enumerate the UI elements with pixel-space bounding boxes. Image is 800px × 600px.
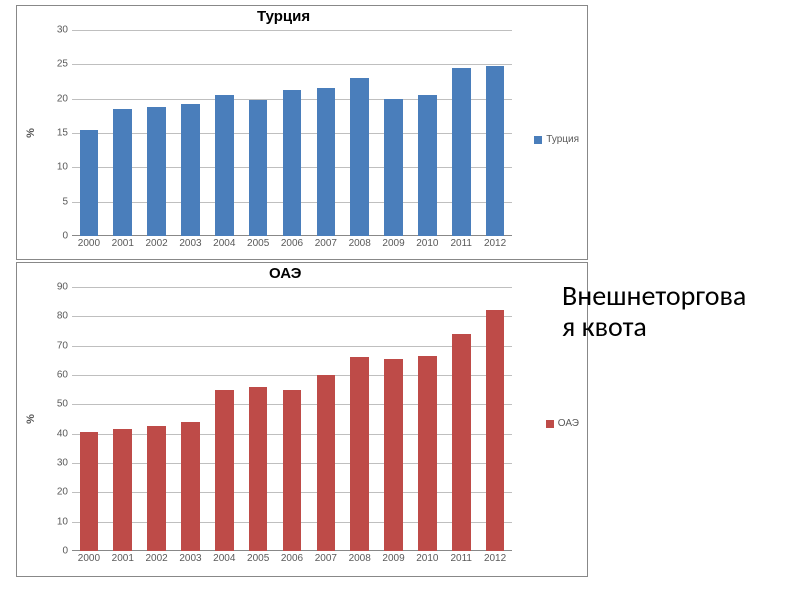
y-tick-label: 30 [57, 25, 68, 36]
y-tick-label: 80 [57, 311, 68, 322]
x-tick-label: 2009 [382, 238, 404, 249]
x-tick-label: 2003 [179, 238, 201, 249]
grid-line [72, 375, 512, 376]
y-tick-label: 0 [62, 546, 68, 557]
x-tick-label: 2007 [315, 553, 337, 564]
bar [181, 422, 200, 551]
grid-line [72, 346, 512, 347]
x-tick-label: 2001 [112, 553, 134, 564]
x-tick-label: 2000 [78, 553, 100, 564]
x-tick-label: 2011 [450, 238, 472, 249]
x-tick-label: 2007 [315, 238, 337, 249]
bar [80, 432, 99, 551]
legend-swatch-turkey [534, 136, 542, 144]
y-tick-label: 0 [62, 231, 68, 242]
bar [418, 356, 437, 551]
chart-uae: ОАЭ % 0102030405060708090200020012002200… [16, 262, 588, 577]
bar [486, 66, 505, 236]
legend-swatch-uae [546, 420, 554, 428]
x-tick-label: 2008 [349, 238, 371, 249]
legend-uae: ОАЭ [546, 418, 579, 429]
grid-line [72, 316, 512, 317]
bar [113, 429, 132, 551]
bar [418, 95, 437, 236]
bar [147, 107, 166, 236]
x-tick-label: 2005 [247, 553, 269, 564]
bar [317, 375, 336, 551]
bar [215, 390, 234, 551]
chart-turkey: Турция % 0510152025302000200120022003200… [16, 5, 588, 260]
chart-title-turkey: Турция [257, 8, 310, 25]
bar [317, 88, 336, 236]
x-tick-label: 2001 [112, 238, 134, 249]
y-tick-label: 50 [57, 399, 68, 410]
x-tick-label: 2003 [179, 553, 201, 564]
bar [80, 130, 99, 236]
side-title: Внешнеторгова я квота [562, 281, 800, 343]
y-tick-label: 60 [57, 370, 68, 381]
y-tick-label: 30 [57, 458, 68, 469]
y-tick-label: 70 [57, 340, 68, 351]
x-tick-label: 2002 [145, 238, 167, 249]
y-tick-label: 15 [57, 128, 68, 139]
bar [350, 357, 369, 551]
bar [283, 390, 302, 551]
page: Турция % 0510152025302000200120022003200… [0, 0, 800, 600]
chart-title-uae: ОАЭ [269, 265, 301, 282]
y-axis-title-turkey: % [25, 128, 37, 138]
x-tick-label: 2010 [416, 553, 438, 564]
y-tick-label: 90 [57, 282, 68, 293]
bar [283, 90, 302, 236]
bar [113, 109, 132, 236]
bar [215, 95, 234, 236]
legend-turkey: Турция [534, 134, 579, 145]
x-tick-label: 2004 [213, 553, 235, 564]
plot-area-turkey: 0510152025302000200120022003200420052006… [72, 30, 512, 236]
grid-line [72, 287, 512, 288]
bar [249, 100, 268, 236]
x-tick-label: 2011 [450, 553, 472, 564]
y-tick-label: 5 [62, 196, 68, 207]
x-tick-label: 2006 [281, 238, 303, 249]
plot-area-uae: 0102030405060708090200020012002200320042… [72, 287, 512, 551]
grid-line [72, 30, 512, 31]
side-title-line1: Внешнеторгова [562, 278, 746, 313]
y-axis-title-uae: % [25, 414, 37, 424]
y-tick-label: 10 [57, 516, 68, 527]
x-tick-label: 2008 [349, 553, 371, 564]
y-tick-label: 10 [57, 162, 68, 173]
x-tick-label: 2002 [145, 553, 167, 564]
grid-line [72, 64, 512, 65]
x-tick-label: 2010 [416, 238, 438, 249]
y-tick-label: 25 [57, 59, 68, 70]
bar [350, 78, 369, 236]
bar [249, 387, 268, 551]
bar [452, 334, 471, 551]
x-tick-label: 2005 [247, 238, 269, 249]
x-tick-label: 2012 [484, 553, 506, 564]
side-title-line2: я квота [562, 309, 647, 344]
bar [147, 426, 166, 551]
legend-label-turkey: Турция [546, 134, 579, 145]
x-tick-label: 2009 [382, 553, 404, 564]
legend-label-uae: ОАЭ [558, 418, 579, 429]
bar [452, 68, 471, 236]
x-tick-label: 2004 [213, 238, 235, 249]
bar [384, 359, 403, 551]
y-tick-label: 20 [57, 487, 68, 498]
bar [384, 99, 403, 236]
y-tick-label: 40 [57, 428, 68, 439]
x-tick-label: 2000 [78, 238, 100, 249]
bar [486, 310, 505, 551]
bar [181, 104, 200, 236]
x-tick-label: 2006 [281, 553, 303, 564]
y-tick-label: 20 [57, 93, 68, 104]
x-tick-label: 2012 [484, 238, 506, 249]
